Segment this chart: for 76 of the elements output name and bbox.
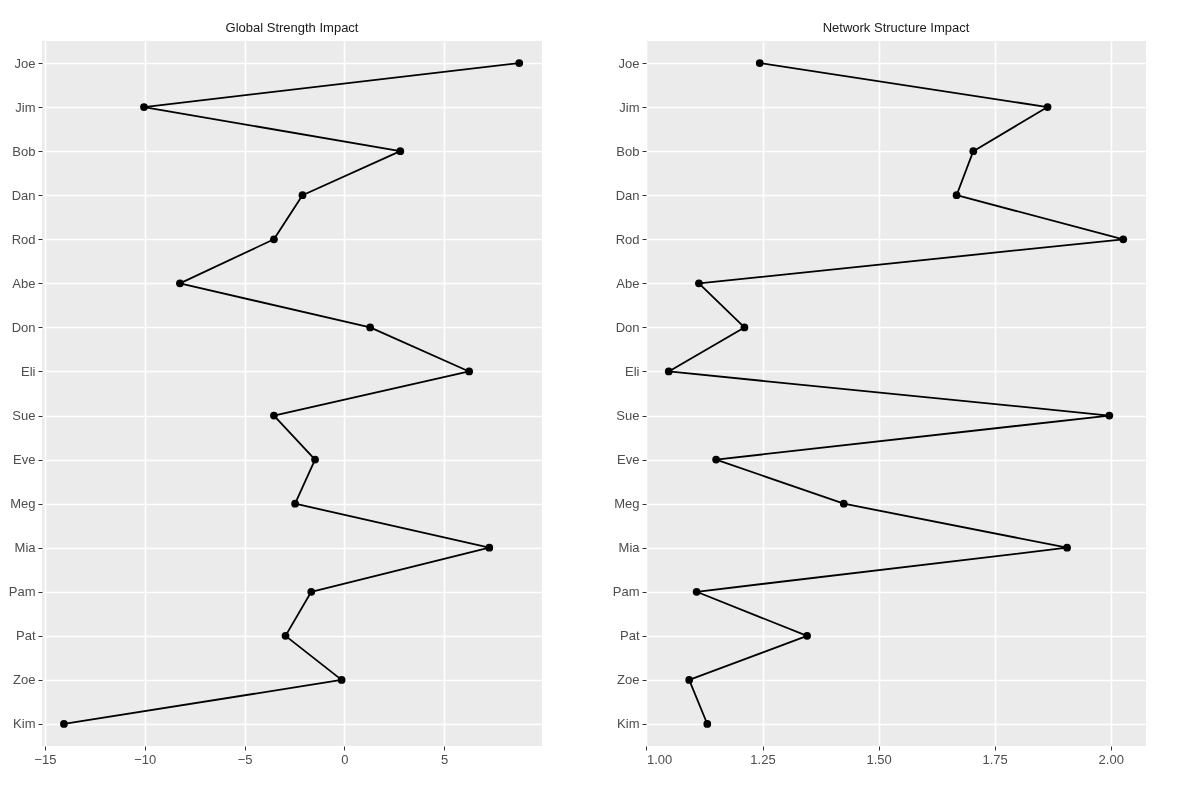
x-tick-label: 1.00: [646, 751, 673, 767]
y-tick-label: Sue: [616, 408, 640, 424]
y-tick-label: Joe: [14, 55, 36, 71]
point: [337, 676, 346, 684]
y-tick-label: Kim: [13, 716, 36, 732]
y-tick-label: Sue: [12, 408, 36, 424]
y-tick-label: Rod: [615, 231, 640, 247]
point: [692, 587, 701, 596]
y-tick-label: Pam: [612, 584, 640, 600]
point: [465, 367, 474, 376]
y-tick-label: Pat: [619, 628, 640, 644]
y-tick-label: Mia: [618, 540, 641, 556]
point: [803, 631, 811, 640]
y-tick-label: Joe: [618, 55, 640, 71]
point: [1043, 103, 1052, 111]
point: [396, 147, 405, 156]
y-tick-label: Eli: [625, 363, 640, 379]
y-tick-label: Rod: [11, 231, 36, 247]
y-tick-label: Pam: [8, 584, 36, 600]
point: [740, 323, 749, 332]
point: [695, 279, 703, 288]
point: [270, 411, 278, 420]
y-tick-label: Abe: [616, 275, 640, 291]
y-tick-label: Meg: [10, 496, 36, 512]
point: [664, 367, 673, 376]
y-tick-label: Dan: [615, 187, 640, 203]
y-tick-label: Zoe: [617, 672, 640, 688]
point: [685, 676, 694, 684]
point: [712, 455, 720, 464]
point: [755, 59, 764, 67]
y-tick-label: Don: [11, 319, 36, 335]
x-tick-label: 2.00: [1098, 751, 1124, 767]
point: [703, 720, 712, 728]
point: [839, 499, 848, 508]
x-tick-label: −5: [237, 751, 253, 767]
point: [307, 587, 316, 596]
x-tick-label: 5: [441, 751, 449, 767]
point: [952, 191, 961, 200]
x-tick-label: 1.25: [750, 751, 776, 767]
point: [1119, 235, 1128, 244]
y-tick-label: Bob: [616, 143, 640, 159]
point: [485, 543, 494, 552]
point: [1105, 411, 1114, 420]
y-tick-label: Bob: [12, 143, 36, 159]
point: [291, 499, 299, 508]
point: [298, 191, 307, 200]
y-tick-label: Dan: [11, 187, 36, 203]
point: [1063, 543, 1071, 552]
y-tick-label: Jim: [15, 99, 36, 115]
point: [515, 59, 524, 67]
y-tick-label: Kim: [617, 716, 640, 732]
point: [270, 235, 278, 244]
x-tick-label: −15: [34, 751, 57, 767]
x-tick-label: 1.75: [982, 751, 1008, 767]
point: [969, 147, 978, 156]
point: [366, 323, 375, 332]
point: [140, 103, 148, 111]
y-tick-label: Abe: [12, 275, 36, 291]
y-tick-label: Eve: [617, 452, 640, 468]
y-tick-label: Zoe: [13, 672, 36, 688]
point: [311, 455, 319, 464]
point: [176, 279, 184, 288]
x-tick-label: 0: [341, 751, 349, 767]
y-tick-label: Eli: [21, 363, 36, 379]
y-tick-label: Eve: [13, 452, 36, 468]
x-tick-label: 1.50: [866, 751, 892, 767]
point: [281, 631, 290, 640]
chart-title: Global Strength Impact: [225, 20, 359, 35]
y-tick-label: Don: [615, 319, 640, 335]
x-tick-label: −10: [134, 751, 157, 767]
y-tick-label: Mia: [14, 540, 37, 556]
y-tick-label: Jim: [619, 99, 640, 115]
point: [60, 720, 68, 728]
y-tick-label: Pat: [15, 628, 36, 644]
y-tick-label: Meg: [614, 496, 640, 512]
chart-title: Network Structure Impact: [822, 20, 970, 35]
